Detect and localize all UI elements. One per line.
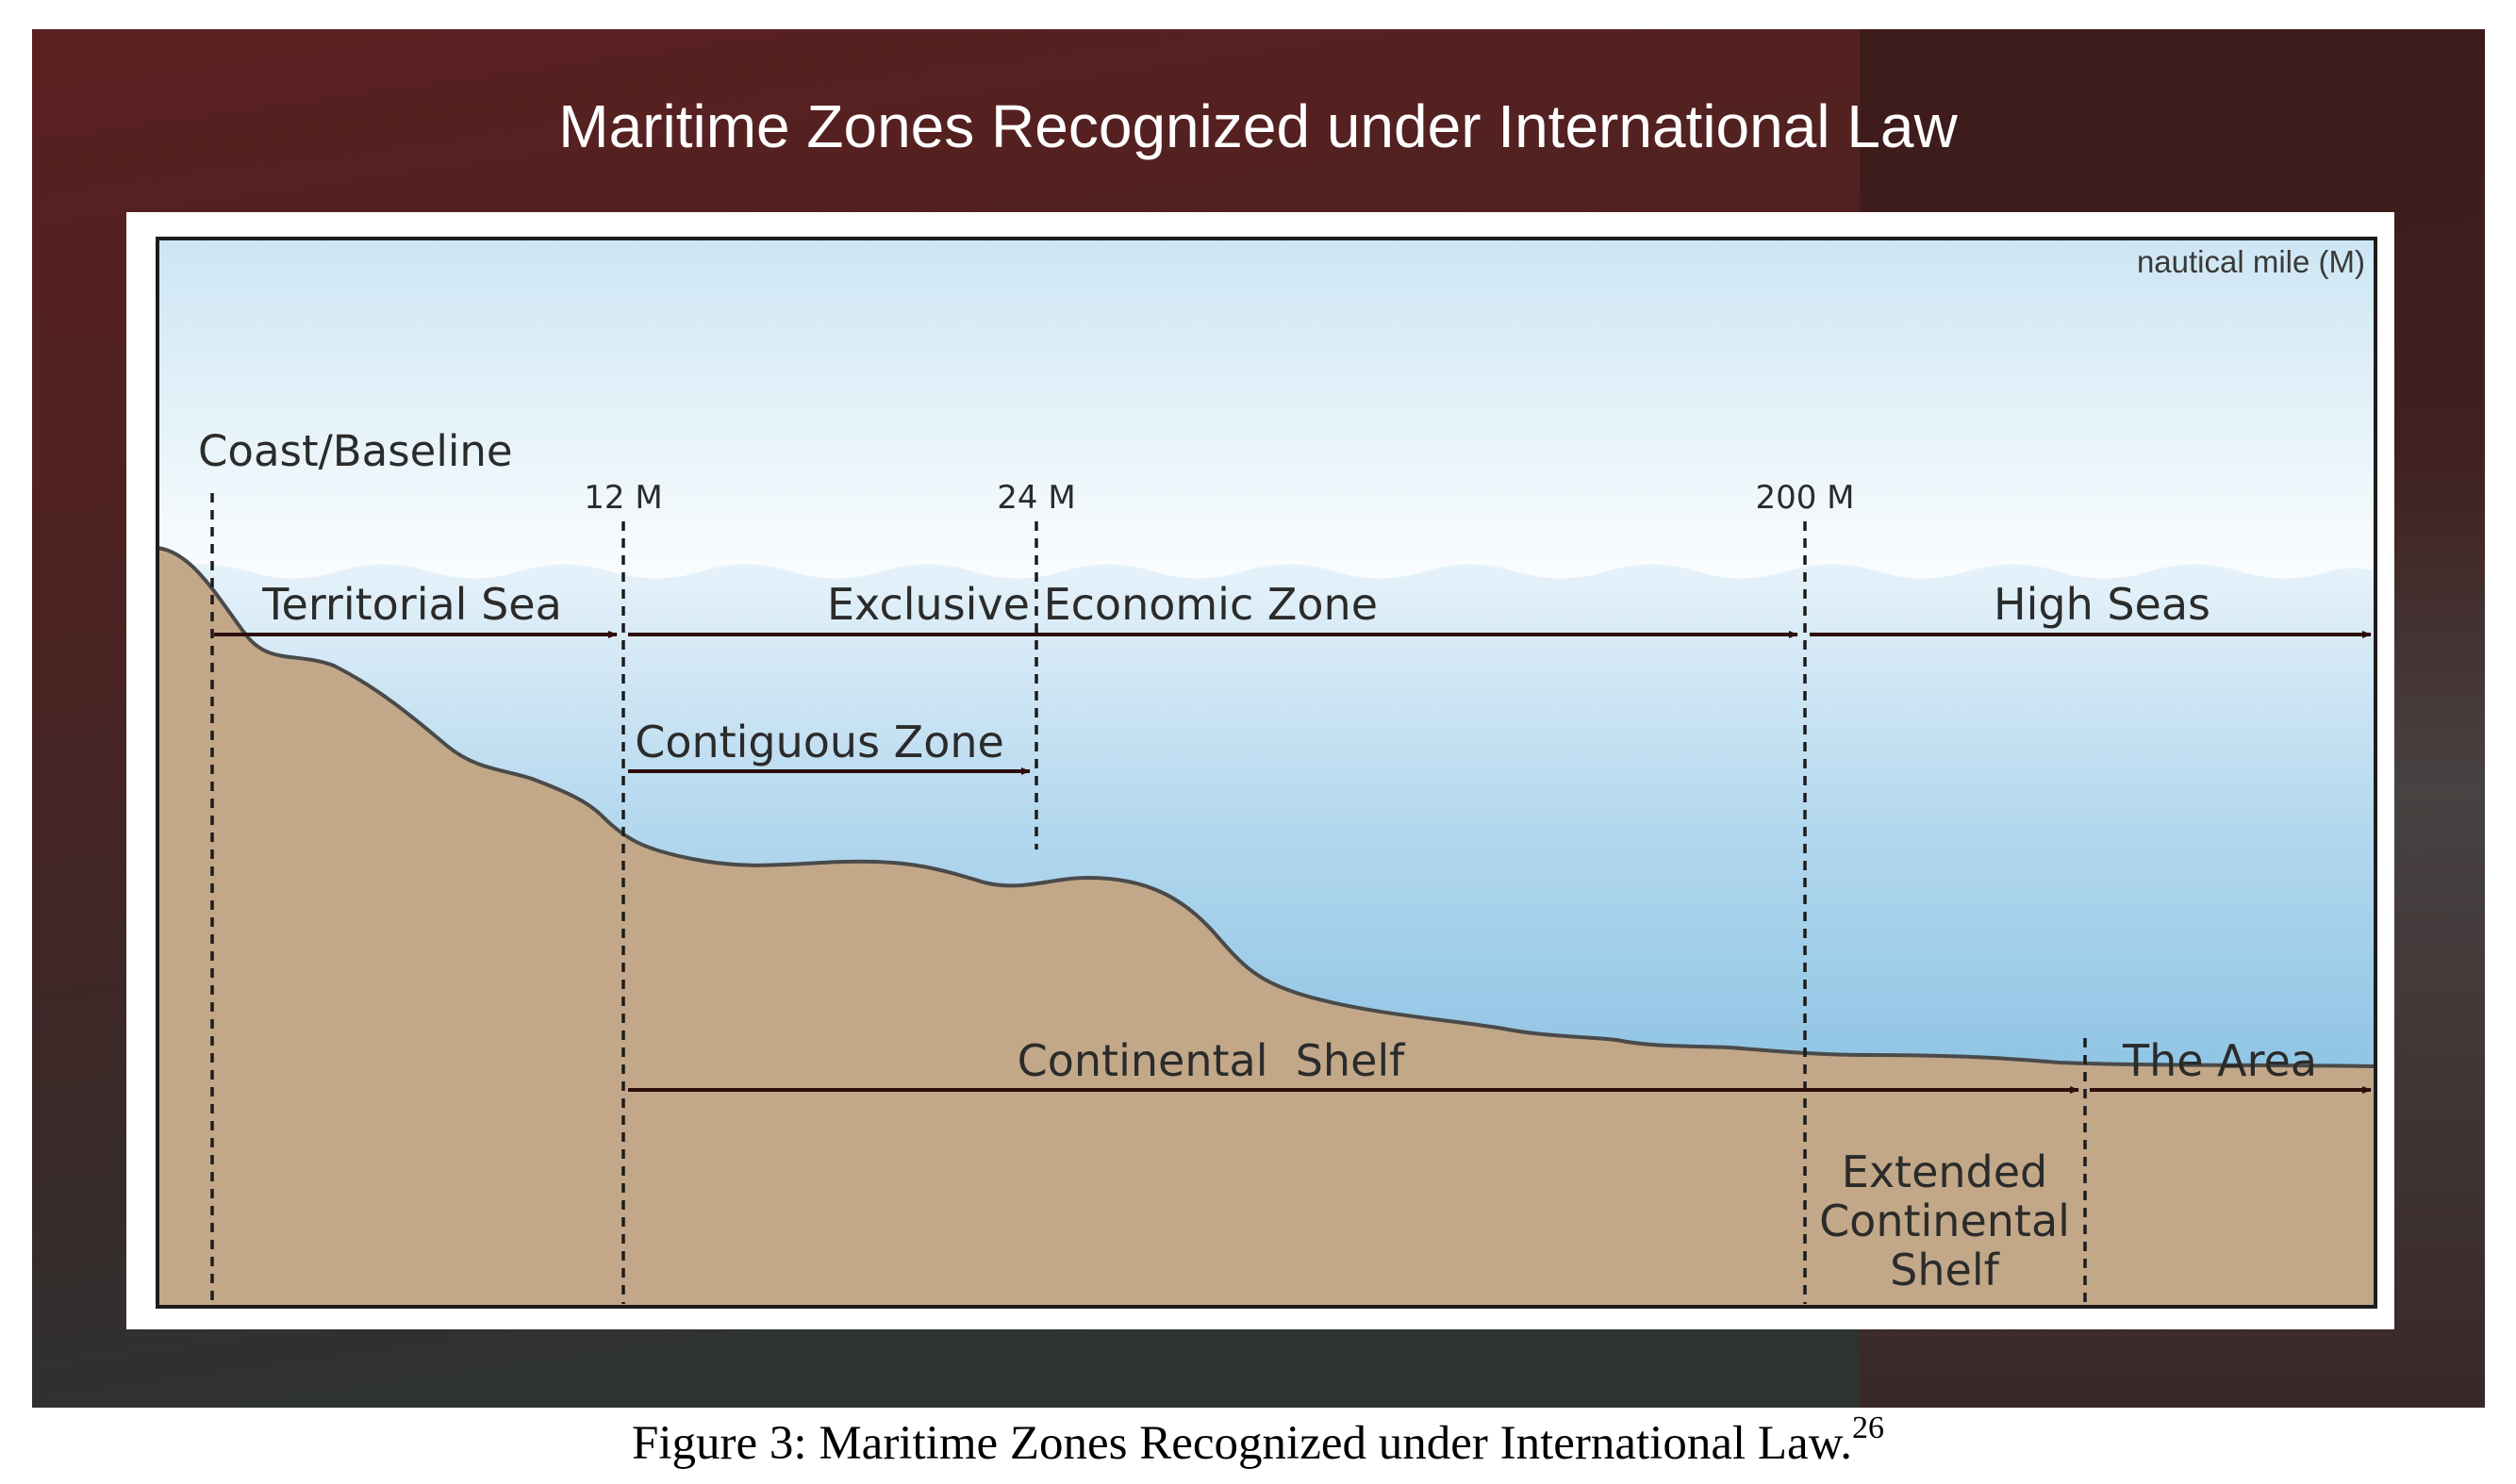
unit-label: nautical mile (M): [2137, 244, 2365, 279]
coast-baseline-label: Coast/Baseline: [198, 426, 513, 476]
extended-shelf-label-line2: Continental: [1819, 1195, 2070, 1246]
marker-24m-label: 24 M: [997, 479, 1075, 517]
marker-200m-label: 200 M: [1755, 479, 1854, 517]
slide-graphic: Maritime Zones Recognized under Internat…: [32, 29, 2485, 1408]
diagram-border: [156, 237, 2377, 1309]
footnote-marker: 26: [1851, 1410, 1884, 1445]
territorial-sea-label: Territorial Sea: [261, 579, 562, 630]
boundary-lines: [210, 493, 2087, 1304]
sky: [157, 239, 2375, 616]
the-area-label: The Area: [2122, 1035, 2317, 1086]
marker-12m-label: 12 M: [584, 479, 662, 517]
slide-title: Maritime Zones Recognized under Internat…: [558, 92, 1958, 160]
slide-frame: Maritime Zones Recognized under Internat…: [32, 29, 2485, 1408]
eez-label: Exclusive Economic Zone: [827, 579, 1378, 630]
zone-arrows: [214, 631, 2372, 1094]
contiguous-zone-label: Contiguous Zone: [635, 717, 1004, 767]
high-seas-label: High Seas: [1994, 579, 2210, 630]
seabed: [156, 545, 2377, 1309]
continental-shelf-label: Continental Shelf: [1018, 1035, 1407, 1086]
maritime-zones-diagram: nautical mile (M) Coast/Baseline 12 M 24…: [156, 237, 2377, 1309]
extended-shelf-label-line1: Extended: [1842, 1146, 2047, 1197]
figure-caption-text: Figure 3: Maritime Zones Recognized unde…: [632, 1417, 1852, 1470]
extended-shelf-label-line3: Shelf: [1890, 1245, 2000, 1295]
figure-caption: Figure 3: Maritime Zones Recognized unde…: [0, 1410, 2516, 1471]
